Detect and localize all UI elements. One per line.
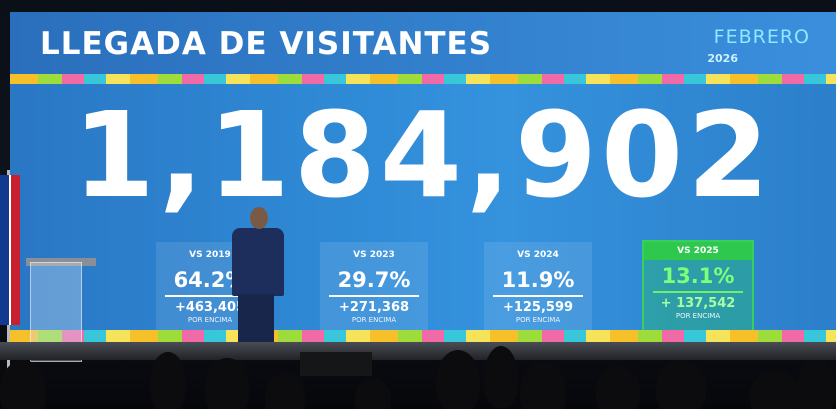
comparison-label: VS 2025 — [644, 242, 752, 260]
audience-member — [436, 350, 480, 409]
comparison-percent: 29.7% — [337, 268, 411, 292]
comparison-label: VS 2023 — [353, 250, 395, 260]
comparison-difference: +463,405 — [174, 300, 246, 315]
comparison-difference: +271,368 — [338, 300, 410, 315]
comparison-card-2023: VS 2023 29.7% +271,368 POR ENCIMA — [320, 242, 428, 330]
audience-member — [355, 378, 391, 409]
comparison-note: POR ENCIMA — [515, 316, 561, 324]
divider — [652, 291, 744, 293]
decorative-stripe-top — [10, 74, 836, 84]
audience-member — [596, 366, 640, 409]
stage-monitor — [300, 352, 372, 376]
audience-member — [750, 370, 800, 409]
led-screen: LLEGADA DE VISITANTES FEBRERO 2026 1,184… — [10, 12, 836, 342]
audience-member — [520, 362, 566, 409]
comparison-percent: 13.1% — [661, 264, 735, 288]
comparison-note: POR ENCIMA — [187, 316, 233, 324]
comparison-card-2025: VS 2025 13.1% + 137,542 POR ENCIMA — [642, 240, 754, 332]
comparison-difference: +125,599 — [502, 300, 574, 315]
audience-member — [0, 360, 46, 409]
speaker-body — [232, 228, 284, 296]
comparison-note: POR ENCIMA — [675, 312, 721, 320]
flag — [0, 175, 20, 325]
divider — [492, 295, 584, 297]
audience-member — [796, 360, 836, 409]
year-label: 2026 — [707, 52, 738, 65]
visitor-total: 1,184,902 — [72, 86, 774, 224]
audience-member — [265, 372, 305, 409]
month-label: FEBRERO — [713, 26, 810, 48]
divider — [164, 295, 256, 297]
audience-member — [150, 352, 186, 409]
audience-member — [656, 360, 706, 409]
comparison-card-2024: VS 2024 11.9% +125,599 POR ENCIMA — [484, 242, 592, 330]
speaker-head — [250, 207, 268, 229]
comparison-difference: + 137,542 — [660, 296, 736, 311]
decorative-stripe-bottom — [10, 330, 836, 342]
divider — [328, 295, 420, 297]
comparison-percent: 11.9% — [501, 268, 575, 292]
stage-floor — [0, 342, 836, 360]
title-band — [10, 12, 836, 74]
audience-member — [484, 346, 518, 408]
comparison-label: VS 2024 — [517, 250, 559, 260]
comparison-label: VS 2019 — [189, 250, 231, 260]
comparison-note: POR ENCIMA — [351, 316, 397, 324]
audience-member — [205, 358, 249, 409]
screen-title: LLEGADA DE VISITANTES — [40, 26, 493, 62]
